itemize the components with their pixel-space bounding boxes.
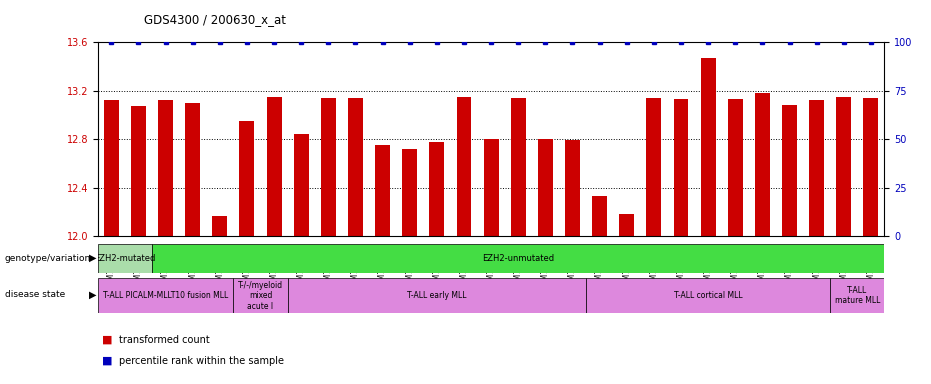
Text: transformed count: transformed count (119, 335, 209, 345)
Bar (321, 98, 336, 236)
Text: percentile rank within the sample: percentile rank within the sample (119, 356, 284, 366)
Text: ■: ■ (102, 335, 113, 345)
Text: ■: ■ (102, 356, 113, 366)
Bar (830, 278, 884, 313)
Bar (586, 278, 830, 313)
Bar (863, 98, 878, 236)
Text: EZH2-unmutated: EZH2-unmutated (482, 254, 554, 263)
Bar (673, 99, 688, 236)
Bar (538, 139, 553, 236)
Bar (429, 142, 444, 236)
Bar (646, 98, 661, 236)
Bar (375, 145, 390, 236)
Bar (619, 214, 634, 236)
Bar (212, 215, 227, 236)
Text: genotype/variation: genotype/variation (5, 253, 91, 263)
Text: ▶: ▶ (89, 253, 97, 263)
Bar (234, 278, 288, 313)
Bar (104, 101, 119, 236)
Text: EZH2-mutated: EZH2-mutated (94, 254, 155, 263)
Bar (483, 139, 499, 236)
Text: T-ALL early MLL: T-ALL early MLL (407, 291, 466, 300)
Text: T-ALL PICALM-MLLT10 fusion MLL: T-ALL PICALM-MLLT10 fusion MLL (103, 291, 228, 300)
Text: T-ALL
mature MLL: T-ALL mature MLL (834, 286, 880, 305)
Bar (239, 121, 254, 236)
Bar (728, 99, 743, 236)
Text: T-ALL cortical MLL: T-ALL cortical MLL (674, 291, 742, 300)
Text: disease state: disease state (5, 290, 65, 300)
Text: ▶: ▶ (89, 290, 97, 300)
Bar (266, 97, 281, 236)
Bar (348, 98, 363, 236)
Bar (98, 244, 152, 273)
Bar (98, 278, 234, 313)
Bar (836, 97, 851, 236)
Text: T-/-/myeloid
mixed
acute l: T-/-/myeloid mixed acute l (238, 281, 283, 311)
Text: GDS4300 / 200630_x_at: GDS4300 / 200630_x_at (144, 13, 287, 26)
Bar (402, 149, 417, 236)
Bar (288, 278, 586, 313)
Bar (701, 58, 716, 236)
Bar (511, 98, 526, 236)
Bar (158, 101, 173, 236)
Bar (809, 101, 824, 236)
Bar (782, 105, 797, 236)
Bar (294, 134, 309, 236)
Bar (185, 103, 200, 236)
Bar (592, 196, 607, 236)
Bar (755, 93, 770, 236)
Bar (131, 106, 146, 236)
Bar (456, 97, 471, 236)
Bar (565, 141, 580, 236)
